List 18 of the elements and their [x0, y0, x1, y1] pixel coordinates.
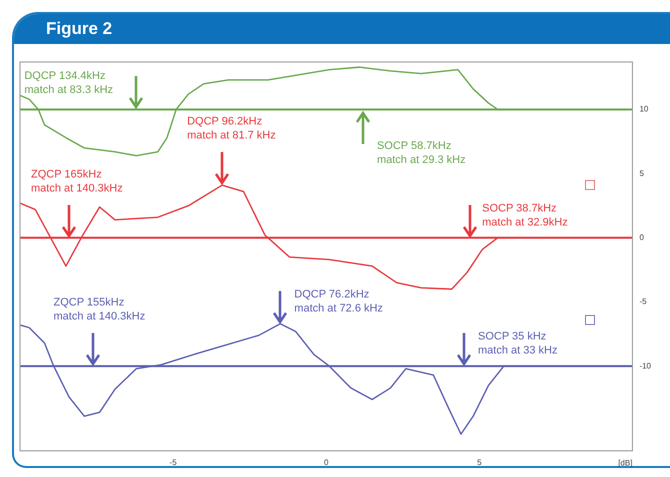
annotation: ZQCP 165kHz match at 140.3kHz: [30, 168, 123, 194]
annotation: DQCP 76.2kHz match at 72.6 kHz: [294, 288, 383, 314]
y-tick-label: 5: [639, 168, 644, 178]
y-tick-label: -10: [639, 361, 652, 370]
annotation: DQCP 96.2kHz match at 81.7 kHz: [187, 116, 276, 142]
chart-title: Figure 2: [14, 14, 670, 44]
y-tick-label: 0: [639, 232, 644, 242]
annotation: DQCP 134.4kHz match at 83.3 kHz: [24, 70, 114, 96]
y-tick-label: 10: [639, 104, 649, 114]
annotation: ZQCP 155kHz match at 140.3kHz: [53, 296, 146, 323]
annotation: SOCP 35 kHz match at 33 kHz: [478, 330, 558, 357]
annotation: SOCP 58.7kHz match at 29.3 kHz: [376, 140, 466, 166]
annotation: SOCP 38.7kHz match at 32.9kHz: [482, 202, 568, 228]
x-tick-label: 0: [324, 458, 329, 467]
y-tick-label: -5: [639, 297, 648, 306]
x-tick-label: -5: [170, 458, 178, 467]
x-axis-title: [dB]: [618, 458, 632, 468]
x-tick-label: 5: [477, 458, 482, 467]
